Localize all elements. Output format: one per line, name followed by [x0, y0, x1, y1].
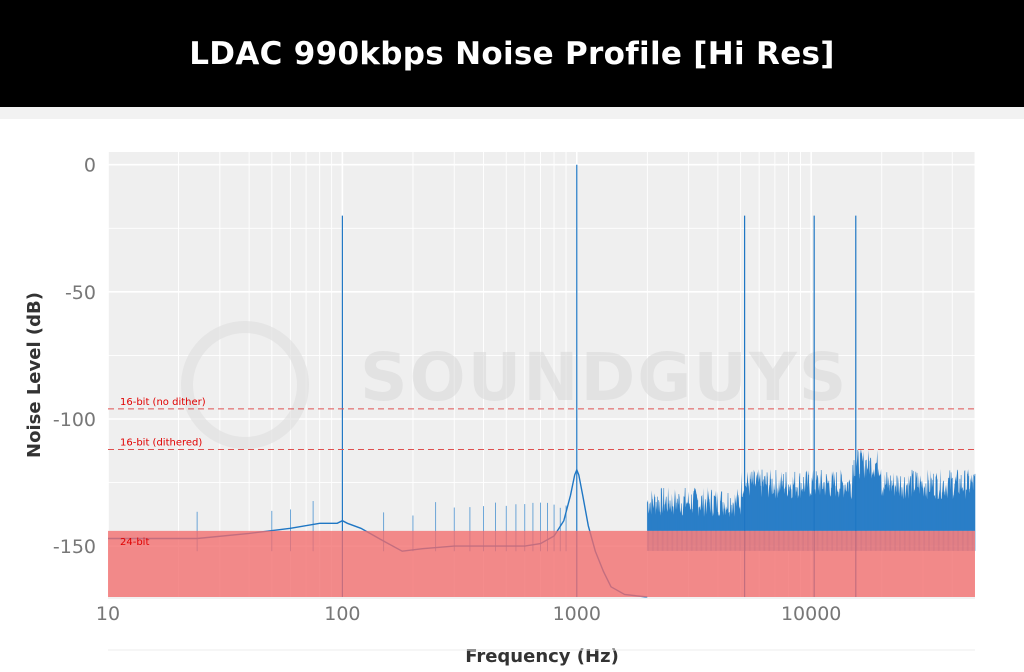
ref-label-24bit: 24-bit: [120, 537, 149, 548]
title-bar: LDAC 990kbps Noise Profile [Hi Res]: [0, 0, 1024, 107]
ref-label: 16-bit (dithered): [120, 438, 202, 449]
watermark-logo: [181, 321, 309, 449]
y-tick-label: -150: [53, 536, 96, 558]
y-tick-label: 0: [84, 155, 96, 177]
watermark-text: SOUNDGUYS: [360, 339, 848, 416]
title-underline: [0, 107, 1024, 119]
x-tick-label: 1000: [553, 603, 601, 625]
x-tick-label: 10000: [781, 603, 841, 625]
y-tick-label: -50: [65, 282, 96, 304]
x-axis-title: Frequency (Hz): [465, 646, 619, 667]
chart-title: LDAC 990kbps Noise Profile [Hi Res]: [189, 35, 835, 72]
x-tick-label: 10: [96, 603, 120, 625]
y-tick-label: -100: [53, 409, 96, 431]
x-tick-label: 100: [324, 603, 360, 625]
ref-label: 16-bit (no dither): [120, 397, 206, 408]
ref-24bit-band: [108, 530, 975, 597]
y-axis-title: Noise Level (dB): [24, 292, 45, 458]
